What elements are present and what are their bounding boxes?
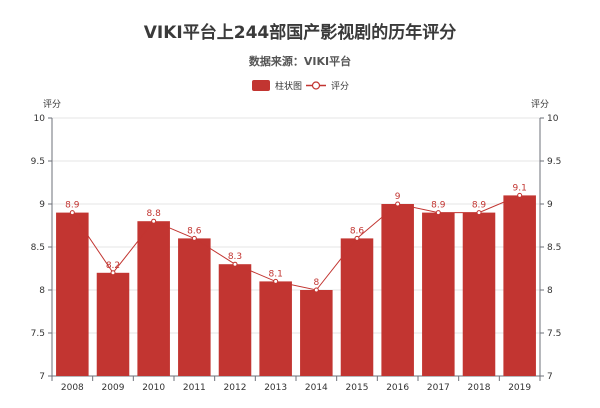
bar	[503, 195, 536, 376]
bar	[218, 264, 252, 376]
line-point	[151, 218, 157, 224]
x-tick-label: 2013	[264, 383, 287, 393]
y-tick-label-left: 7	[39, 372, 45, 382]
data-label: 8.9	[472, 201, 487, 211]
y-tick-label-right: 10	[547, 114, 559, 124]
line-point	[273, 278, 279, 284]
legend-line-marker-icon[interactable]	[311, 81, 321, 90]
data-label: 8.8	[147, 209, 162, 219]
legend-bar-label[interactable]: 柱状图	[275, 80, 302, 92]
bar	[56, 212, 89, 376]
axes: 7 7 7.5 7.5 8 8 8.5 8.5 9 9 9.5 9.5 10 10 2008 2009 2010…	[31, 114, 562, 393]
x-tick-label: 2012	[224, 383, 247, 393]
y-tick-label-right: 9.5	[547, 157, 561, 167]
line-point	[313, 287, 319, 293]
line-point	[191, 235, 197, 241]
line-series	[69, 192, 523, 293]
x-tick-label: 2009	[102, 383, 125, 393]
bar	[96, 272, 130, 376]
data-label: 8.6	[350, 226, 365, 236]
x-tick-label: 2018	[468, 383, 491, 393]
x-tick-label: 2016	[386, 383, 409, 393]
line-point	[435, 210, 441, 216]
line-point	[395, 201, 401, 207]
x-tick-label: 2019	[508, 383, 531, 393]
y-tick-label-left: 10	[34, 114, 46, 124]
y-tick-label-right: 7	[547, 372, 553, 382]
data-label: 9.1	[513, 183, 527, 193]
y-tick-label-left: 7.5	[31, 329, 45, 339]
bar	[340, 238, 374, 376]
legend-line-label[interactable]: 评分	[331, 81, 349, 92]
y-tick-label-left: 9.5	[31, 157, 45, 167]
chart-subtitle: 数据来源：VIKI平台	[248, 55, 352, 68]
chart-title: VIKI平台上244部国产影视剧的历年评分	[143, 23, 457, 43]
y-tick-label-left: 8.5	[31, 243, 45, 253]
data-label: 8.6	[187, 226, 202, 236]
legend-bar-swatch[interactable]	[252, 80, 270, 91]
y-tick-label-right: 7.5	[547, 329, 561, 339]
x-tick-label: 2015	[346, 383, 369, 393]
line-point	[476, 210, 482, 216]
y-tick-label-left: 8	[39, 286, 45, 296]
bar	[137, 221, 170, 376]
x-tick-label: 2017	[427, 383, 450, 393]
bar	[178, 238, 211, 376]
y-tick-label-right: 9	[547, 200, 553, 210]
line-point	[69, 210, 75, 216]
data-labels: 8.9 8.2 8.8 8.6 8.3 8.1 8 8.6 9 8.9 8.9 9.1	[65, 183, 527, 288]
y-axis-right-title: 评分	[531, 99, 549, 110]
data-label: 8.2	[106, 261, 120, 271]
data-label: 8.9	[65, 201, 80, 211]
score-line	[71, 194, 520, 291]
line-point	[517, 192, 523, 198]
data-label: 8	[313, 278, 319, 288]
bar	[422, 212, 455, 376]
bar	[300, 290, 333, 376]
line-point	[354, 235, 360, 241]
data-label: 8.9	[431, 201, 446, 211]
y-tick-label-left: 9	[39, 200, 45, 210]
data-label: 8.1	[269, 269, 283, 279]
x-tick-label: 2011	[183, 383, 206, 393]
data-label: 9	[395, 192, 401, 202]
line-point	[110, 270, 116, 276]
bar	[462, 212, 496, 376]
bar	[259, 281, 292, 376]
bar	[381, 204, 414, 376]
x-tick-label: 2008	[61, 383, 84, 393]
data-label: 8.3	[228, 252, 242, 262]
legend[interactable]: 柱状图 评分	[252, 80, 349, 92]
x-tick-label: 2014	[305, 383, 328, 393]
y-axis-left-title: 评分	[43, 99, 61, 110]
x-tick-label: 2010	[142, 383, 165, 393]
bar-series	[56, 195, 536, 376]
y-tick-label-right: 8	[547, 286, 553, 296]
y-tick-label-right: 8.5	[547, 243, 561, 253]
line-point	[232, 261, 238, 267]
